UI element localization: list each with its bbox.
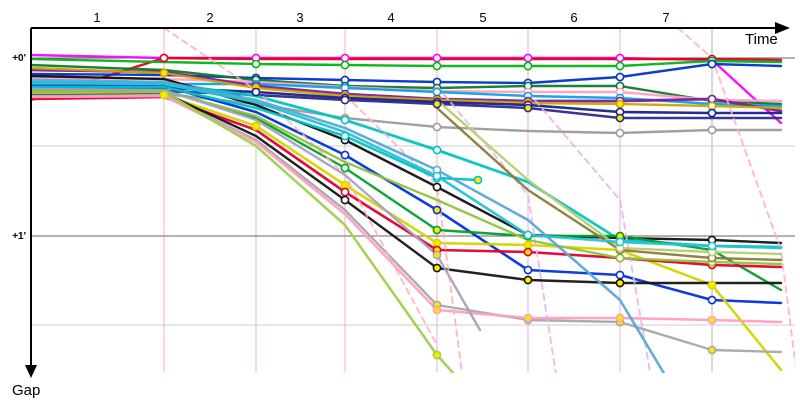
pitstop-marker <box>432 225 442 235</box>
y-axis-title: Gap <box>12 382 40 399</box>
lap-marker <box>707 94 717 104</box>
pitstop-marker <box>473 175 483 185</box>
series-line-D17 <box>31 93 783 372</box>
lap-marker <box>523 265 533 275</box>
lap-marker <box>340 115 350 125</box>
lap-marker <box>615 253 625 263</box>
lap-marker <box>707 108 717 118</box>
lap-marker <box>523 61 533 71</box>
lap-marker <box>340 150 350 160</box>
series-markers <box>159 53 717 360</box>
x-tick-label-1: 1 <box>93 10 100 25</box>
series-line-D28 <box>31 85 480 182</box>
lap-marker <box>615 53 625 63</box>
x-tick-label-5: 5 <box>479 10 486 25</box>
y-tick-label-1: +0' <box>12 53 26 64</box>
lap-marker <box>707 125 717 135</box>
pitstop-marker <box>615 313 625 323</box>
x-axis-title: Time <box>745 31 778 48</box>
pitstop-marker <box>432 263 442 273</box>
x-tick-label-7: 7 <box>662 10 669 25</box>
pitstop-marker <box>251 121 261 131</box>
lap-marker <box>615 128 625 138</box>
lap-marker <box>251 87 261 97</box>
pitstop-marker <box>432 350 442 360</box>
lap-marker <box>432 171 442 181</box>
pitstop-marker <box>615 113 625 123</box>
pitstop-marker <box>523 240 533 250</box>
series-lines <box>31 27 795 373</box>
pitstop-marker <box>432 305 442 315</box>
lap-marker <box>615 72 625 82</box>
pitstop-marker <box>340 180 350 190</box>
lap-marker <box>707 59 717 69</box>
pitstop-marker <box>615 278 625 288</box>
series-line-D33 <box>435 98 783 256</box>
pitstop-marker <box>159 90 169 100</box>
series-line-D18 <box>31 95 783 269</box>
pitstop-marker <box>432 99 442 109</box>
x-tick-label-3: 3 <box>296 10 303 25</box>
series-line-D25 <box>436 85 557 373</box>
lap-marker <box>432 87 442 97</box>
lap-marker <box>707 295 717 305</box>
x-tick-label-2: 2 <box>206 10 213 25</box>
lap-marker <box>432 61 442 71</box>
series-line-D26 <box>527 91 652 373</box>
lap-marker <box>523 53 533 63</box>
lap-marker <box>432 122 442 132</box>
pitstop-marker <box>432 205 442 215</box>
lap-marker <box>615 237 625 247</box>
lap-marker <box>615 270 625 280</box>
lap-marker <box>340 187 350 197</box>
axis-labels: 1 2 3 4 5 6 7 +0' +1' Time Gap <box>12 10 778 399</box>
y-axis-arrow-icon <box>25 365 37 378</box>
x-tick-label-6: 6 <box>570 10 577 25</box>
pitstop-marker <box>432 238 442 248</box>
pitstop-marker <box>523 103 533 113</box>
lap-marker <box>340 53 350 63</box>
series-line-D27 <box>677 27 795 369</box>
x-tick-label-4: 4 <box>387 10 394 25</box>
lap-marker <box>340 131 350 141</box>
axes <box>25 22 790 378</box>
pitstop-marker <box>707 345 717 355</box>
pitstop-marker <box>523 247 533 257</box>
lap-marker <box>432 182 442 192</box>
pitstop-marker <box>432 250 442 260</box>
lap-marker <box>340 195 350 205</box>
pitstop-marker <box>707 280 717 290</box>
pitstop-marker <box>523 275 533 285</box>
pitstop-marker <box>615 99 625 109</box>
y-tick-label-3: +1' <box>12 231 26 242</box>
series-line-D30 <box>31 87 482 332</box>
series-line-D23 <box>163 27 438 346</box>
lap-marker <box>340 163 350 173</box>
lap-marker <box>707 101 717 111</box>
pitstop-marker <box>707 315 717 325</box>
lap-marker <box>432 145 442 155</box>
series-line-D31 <box>31 78 666 373</box>
lap-marker <box>340 95 350 105</box>
pitstop-marker <box>523 313 533 323</box>
lap-marker <box>707 241 717 251</box>
series-line-D24 <box>344 94 464 373</box>
lap-marker <box>432 53 442 63</box>
lap-marker <box>615 61 625 71</box>
x-axis-arrow-icon <box>775 22 790 34</box>
lap-marker <box>159 53 169 63</box>
lap-marker <box>251 59 261 69</box>
lap-marker <box>340 60 350 70</box>
pitstop-marker <box>159 68 169 78</box>
lap-marker <box>523 230 533 240</box>
